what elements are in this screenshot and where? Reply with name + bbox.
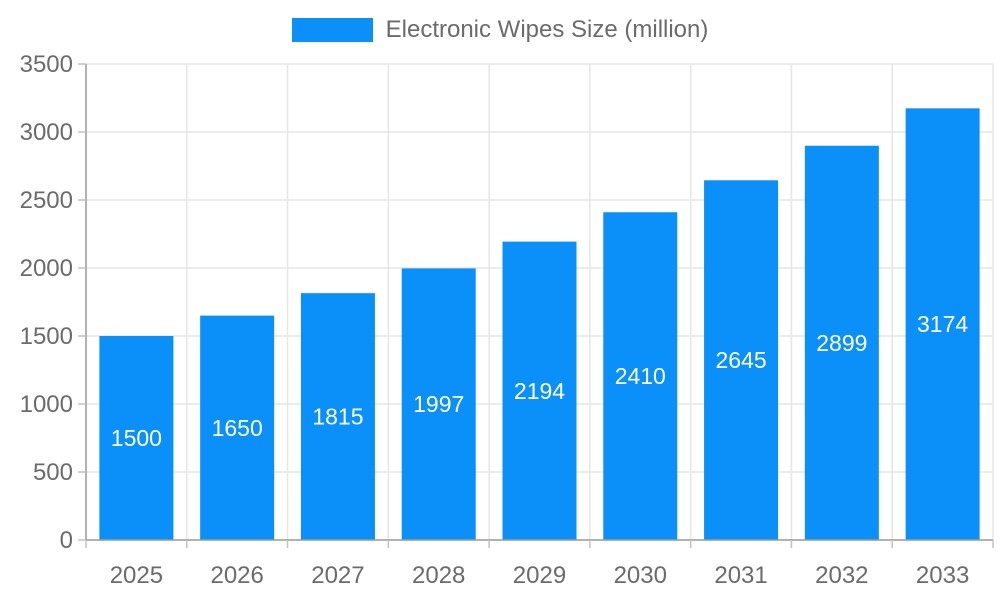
bar[interactable]: [905, 108, 980, 540]
y-tick-label: 2000: [20, 255, 73, 282]
bar-value-label: 2899: [816, 330, 867, 356]
x-tick-label: 2031: [714, 562, 767, 589]
x-tick-label: 2028: [412, 562, 465, 589]
y-tick-label: 500: [33, 459, 73, 486]
y-tick-label: 2500: [20, 187, 73, 214]
bar[interactable]: [99, 336, 174, 540]
x-tick-label: 2027: [311, 562, 364, 589]
x-tick-label: 2033: [916, 562, 969, 589]
y-tick-label: 1000: [20, 391, 73, 418]
y-tick-label: 0: [60, 527, 73, 554]
chart-legend[interactable]: Electronic Wipes Size (million): [0, 18, 1000, 42]
bar-value-label: 1815: [312, 404, 363, 430]
bar-value-label: 2194: [514, 378, 565, 404]
bar[interactable]: [401, 268, 476, 540]
y-tick-label: 1500: [20, 323, 73, 350]
bar[interactable]: [804, 145, 879, 540]
legend-swatch-icon: [291, 18, 373, 42]
bar[interactable]: [502, 241, 577, 540]
bar-value-label: 1650: [212, 415, 263, 441]
bar[interactable]: [603, 212, 678, 541]
x-tick-label: 2030: [614, 562, 667, 589]
y-tick-label: 3500: [20, 51, 73, 78]
bar[interactable]: [200, 315, 275, 540]
y-tick-label: 3000: [20, 119, 73, 146]
x-tick-label: 2032: [815, 562, 868, 589]
bar-value-label: 1500: [111, 425, 162, 451]
bar-value-label: 1997: [413, 391, 464, 417]
x-tick-label: 2029: [513, 562, 566, 589]
bar[interactable]: [704, 180, 779, 540]
bar-value-label: 2645: [715, 347, 766, 373]
bar-value-label: 2410: [615, 363, 666, 389]
x-tick-label: 2026: [210, 562, 263, 589]
legend-label: Electronic Wipes Size (million): [385, 16, 709, 43]
bar-value-label: 3174: [917, 311, 968, 337]
bar[interactable]: [300, 293, 375, 540]
x-tick-label: 2025: [110, 562, 163, 589]
